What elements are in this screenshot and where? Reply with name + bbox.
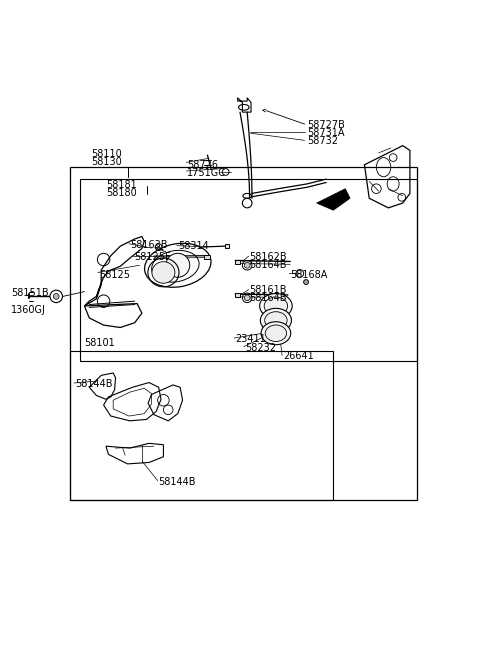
Circle shape <box>244 295 250 301</box>
Text: 58180: 58180 <box>106 187 137 198</box>
Ellipse shape <box>264 312 287 329</box>
Text: 58110: 58110 <box>92 149 122 159</box>
Text: 23411: 23411 <box>235 335 266 345</box>
Ellipse shape <box>260 309 291 332</box>
Bar <box>70 352 333 500</box>
Text: 1360GJ: 1360GJ <box>11 305 46 315</box>
Circle shape <box>244 263 250 268</box>
Text: 58144B: 58144B <box>158 477 196 487</box>
Bar <box>80 179 417 361</box>
Text: 58168A: 58168A <box>290 270 328 280</box>
Text: 58164B: 58164B <box>250 293 287 303</box>
Text: 58163B: 58163B <box>130 240 168 250</box>
Text: 58731A: 58731A <box>307 128 345 138</box>
Text: 1751GC: 1751GC <box>187 168 227 178</box>
Text: 58151B: 58151B <box>11 288 49 297</box>
Bar <box>204 255 210 259</box>
Ellipse shape <box>261 322 291 345</box>
Ellipse shape <box>260 293 292 318</box>
Bar <box>225 244 229 248</box>
Text: 58125: 58125 <box>99 270 130 280</box>
Bar <box>235 293 240 297</box>
Bar <box>70 167 417 500</box>
Circle shape <box>53 293 59 299</box>
Text: 58232: 58232 <box>245 343 276 352</box>
Text: 58161B: 58161B <box>250 285 287 295</box>
Text: 58314: 58314 <box>178 241 208 251</box>
Text: 26641: 26641 <box>283 351 314 361</box>
Text: 58732: 58732 <box>307 136 338 146</box>
Polygon shape <box>317 189 350 210</box>
Circle shape <box>304 280 309 284</box>
Text: 58726: 58726 <box>187 160 218 170</box>
Circle shape <box>50 290 62 303</box>
Ellipse shape <box>152 262 175 283</box>
Text: 58164B: 58164B <box>250 260 287 270</box>
Text: 58727B: 58727B <box>307 120 345 130</box>
Bar <box>235 259 240 265</box>
Text: 58144B: 58144B <box>75 379 112 389</box>
Text: 58130: 58130 <box>92 157 122 168</box>
Circle shape <box>166 253 190 277</box>
Text: 58125F: 58125F <box>134 252 170 261</box>
Text: 58181: 58181 <box>106 180 137 190</box>
Text: 58162B: 58162B <box>250 252 287 261</box>
Ellipse shape <box>264 297 288 315</box>
Text: 58101: 58101 <box>84 338 115 348</box>
Ellipse shape <box>265 325 287 341</box>
